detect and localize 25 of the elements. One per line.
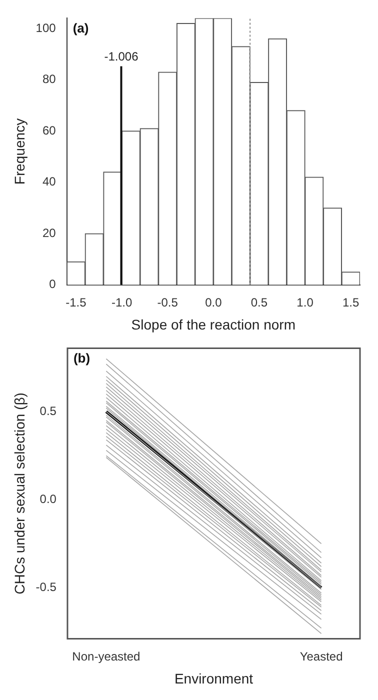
x-tick-label: Non-yeasted [72, 649, 140, 664]
y-tick-label: -0.5 [36, 580, 57, 594]
y-tick-label: 40 [42, 174, 56, 189]
y-tick-label: 60 [42, 123, 56, 138]
x-tick-label: -1.5 [66, 295, 87, 310]
y-tick-label: 0 [49, 277, 56, 292]
y-tick-label: 20 [42, 226, 56, 240]
ref-line-label: -1.006 [104, 50, 139, 64]
x-axis-title: Environment [174, 670, 254, 686]
y-tick-label: 80 [42, 72, 56, 86]
x-tick-label: -1.0 [111, 295, 132, 310]
annotation: (a) [72, 20, 89, 36]
x-tick-label: -0.5 [157, 295, 178, 310]
y-axis-title: Frequency [11, 118, 28, 185]
y-tick-label: 0.0 [40, 492, 57, 506]
x-axis-title: Slope of the reaction norm [131, 316, 296, 332]
y-tick-label: 100 [36, 20, 56, 35]
x-tick-label: Yeasted [300, 649, 343, 664]
x-tick-label: 1.0 [296, 295, 314, 310]
x-tick-label: 0.0 [205, 295, 222, 310]
x-tick-label: 1.5 [342, 295, 360, 310]
x-tick-label: 0.5 [250, 295, 268, 310]
y-axis-title: CHCs under sexual selection (β) [11, 392, 28, 594]
annotation: (b) [73, 350, 90, 366]
y-tick-label: 0.5 [40, 404, 57, 418]
